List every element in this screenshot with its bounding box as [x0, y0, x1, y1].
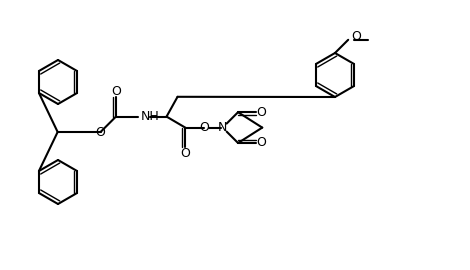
- Text: O: O: [257, 106, 266, 119]
- Text: O: O: [199, 121, 209, 134]
- Text: O: O: [351, 30, 361, 43]
- Text: NH: NH: [141, 110, 160, 123]
- Text: N: N: [218, 121, 227, 134]
- Text: O: O: [95, 126, 105, 139]
- Text: O: O: [111, 85, 121, 98]
- Text: O: O: [257, 137, 266, 150]
- Text: O: O: [180, 147, 190, 160]
